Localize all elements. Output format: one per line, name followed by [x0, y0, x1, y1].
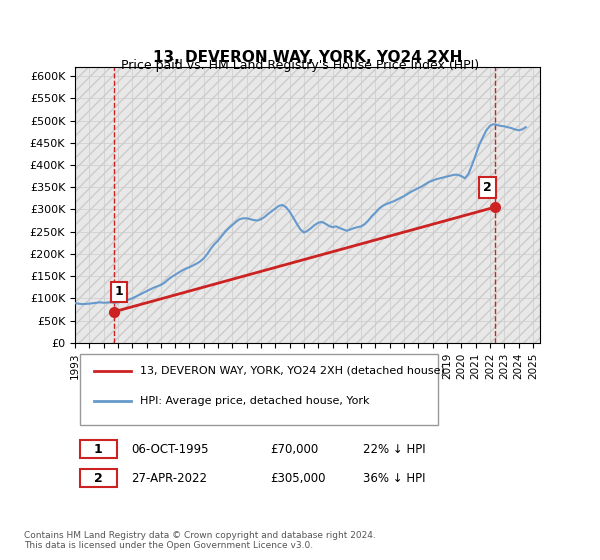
Text: 2: 2 — [483, 181, 492, 194]
Text: 06-OCT-1995: 06-OCT-1995 — [131, 443, 208, 456]
Text: 1: 1 — [94, 443, 103, 456]
Text: HPI: Average price, detached house, York: HPI: Average price, detached house, York — [140, 396, 370, 406]
Text: 1: 1 — [114, 286, 123, 298]
Text: £70,000: £70,000 — [270, 443, 319, 456]
FancyBboxPatch shape — [80, 354, 438, 425]
Text: 27-APR-2022: 27-APR-2022 — [131, 472, 207, 485]
Text: 22% ↓ HPI: 22% ↓ HPI — [364, 443, 426, 456]
FancyBboxPatch shape — [80, 469, 117, 487]
Text: 36% ↓ HPI: 36% ↓ HPI — [364, 472, 426, 485]
Text: Contains HM Land Registry data © Crown copyright and database right 2024.
This d: Contains HM Land Registry data © Crown c… — [24, 530, 376, 550]
Text: 2: 2 — [94, 472, 103, 485]
FancyBboxPatch shape — [80, 441, 117, 458]
Text: 13, DEVERON WAY, YORK, YO24 2XH (detached house): 13, DEVERON WAY, YORK, YO24 2XH (detache… — [140, 366, 445, 376]
Text: £305,000: £305,000 — [270, 472, 326, 485]
Text: Price paid vs. HM Land Registry's House Price Index (HPI): Price paid vs. HM Land Registry's House … — [121, 59, 479, 72]
Title: 13, DEVERON WAY, YORK, YO24 2XH: 13, DEVERON WAY, YORK, YO24 2XH — [153, 50, 462, 64]
